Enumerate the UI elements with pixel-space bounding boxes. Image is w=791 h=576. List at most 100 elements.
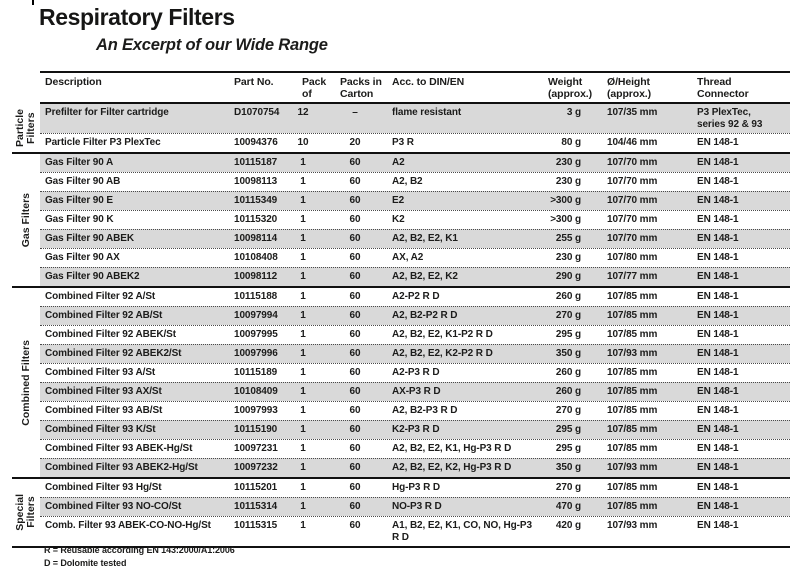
table-row: Gas Filter 90 AX 10108408 1 60 AX, A2 230 g 10… [40, 248, 790, 267]
cell-packs-in-carton: 60 [349, 252, 361, 263]
cell-weight: 270 g [555, 405, 581, 416]
cell-part-no: 10094376 [234, 137, 278, 148]
footnotes: R = Reusable according EN 143:2000/A1:20… [44, 544, 235, 570]
table-body: Particle Filters Prefilter for Filter car… [12, 104, 790, 548]
cell-pack-of: 1 [300, 252, 306, 263]
cell-thread-connector: EN 148-1 [697, 137, 739, 148]
cell-part-no: D1070754 [234, 107, 280, 118]
cell-din-en: A2, B2 [392, 176, 423, 187]
cell-thread-connector: EN 148-1 [697, 310, 739, 321]
cell-thread-connector: EN 148-1 [697, 462, 739, 473]
cell-diameter-height: 107/93 mm [607, 462, 658, 473]
table-row: Prefilter for Filter cartridge D1070754 12… [40, 104, 790, 133]
cell-packs-in-carton: 60 [349, 195, 361, 206]
cell-pack-of: 1 [300, 214, 306, 225]
cell-thread-connector: EN 148-1 [697, 176, 739, 187]
cell-din-en: K2 [392, 214, 405, 225]
cell-thread-connector: EN 148-1 [697, 367, 739, 378]
cell-diameter-height: 107/35 mm [607, 107, 658, 118]
cell-weight: 270 g [555, 310, 581, 321]
cell-diameter-height: 107/93 mm [607, 348, 658, 359]
cell-description: Combined Filter 93 Hg/St [45, 482, 162, 493]
cell-packs-in-carton: 60 [349, 501, 361, 512]
cell-pack-of: 1 [300, 443, 306, 454]
cell-din-en: flame resistant [392, 107, 462, 118]
cell-diameter-height: 107/70 mm [607, 214, 658, 225]
cell-weight: 295 g [555, 424, 581, 435]
cell-thread-connector: EN 148-1 [697, 291, 739, 302]
cell-part-no: 10097993 [234, 405, 278, 416]
section-rows: Prefilter for Filter cartridge D1070754 12… [40, 104, 790, 152]
footnote-dolomite: D = Dolomite tested [44, 558, 127, 568]
cell-description: Combined Filter 93 AX/St [45, 386, 162, 397]
cell-packs-in-carton: 60 [349, 443, 361, 454]
cell-din-en: A2, B2-P2 R D [392, 310, 458, 321]
cell-diameter-height: 107/70 mm [607, 233, 658, 244]
cell-din-en: A2, B2, E2, K1-P2 R D [392, 329, 493, 340]
cell-packs-in-carton: 60 [349, 233, 361, 244]
cell-diameter-height: 107/85 mm [607, 443, 658, 454]
table-row: Combined Filter 93 ABEK-Hg/St 10097231 1 60… [40, 439, 790, 458]
cell-pack-of: 10 [297, 137, 309, 148]
row-group-gutter: Gas Filters [12, 154, 40, 286]
cell-description: Combined Filter 92 ABEK2/St [45, 348, 182, 359]
cell-weight: 230 g [555, 157, 581, 168]
cell-weight: 255 g [555, 233, 581, 244]
cell-part-no: 10098114 [234, 233, 278, 244]
cell-thread-connector: EN 148-1 [697, 520, 739, 531]
cell-diameter-height: 107/85 mm [607, 310, 658, 321]
cell-diameter-height: 107/77 mm [607, 271, 658, 282]
column-header-din-en: Acc. to DIN/EN [392, 76, 465, 88]
footnote-reusable: R = Reusable according EN 143:2000/A1:20… [44, 545, 235, 555]
cell-din-en: A2, B2, E2, K2-P2 R D [392, 348, 493, 359]
cell-description: Gas Filter 90 A [45, 157, 114, 168]
cell-din-en: AX-P3 R D [392, 386, 441, 397]
filters-table: Description Part No. Pack of Packs in Carto… [12, 71, 790, 548]
cell-thread-connector: EN 148-1 [697, 348, 739, 359]
table-row: Particle Filter P3 PlexTec 10094376 10 20 P3… [40, 133, 790, 152]
cell-packs-in-carton: 60 [349, 348, 361, 359]
cell-packs-in-carton: 60 [349, 329, 361, 340]
cell-diameter-height: 107/85 mm [607, 501, 658, 512]
cell-pack-of: 1 [300, 520, 306, 531]
cell-thread-connector: EN 148-1 [697, 157, 739, 168]
cell-weight: 260 g [555, 291, 581, 302]
page-subtitle: An Excerpt of our Wide Range [96, 36, 328, 54]
cell-thread-connector: EN 148-1 [697, 405, 739, 416]
cell-weight: 420 g [555, 520, 581, 531]
cell-diameter-height: 107/70 mm [607, 195, 658, 206]
cell-weight: 470 g [555, 501, 581, 512]
cell-part-no: 10115314 [234, 501, 278, 512]
row-group-label: Particle Filters [14, 109, 37, 147]
cell-part-no: 10098112 [234, 271, 278, 282]
cell-part-no: 10097994 [234, 310, 278, 321]
cell-thread-connector: EN 148-1 [697, 443, 739, 454]
table-row: Combined Filter 93 A/St 10115189 1 60 A2-P3 … [40, 363, 790, 382]
column-header-diameter-height: Ø/Height (approx.) [607, 76, 652, 100]
table-row: Comb. Filter 93 ABEK-CO-NO-Hg/St 10115315… [40, 516, 790, 546]
cell-din-en: NO-P3 R D [392, 501, 442, 512]
cell-din-en: A2-P3 R D [392, 367, 440, 378]
cell-packs-in-carton: 60 [349, 176, 361, 187]
cell-weight: 295 g [555, 329, 581, 340]
cell-description: Combined Filter 93 NO-CO/St [45, 501, 182, 512]
cell-weight: 80 g [561, 137, 581, 148]
cell-packs-in-carton: 60 [349, 424, 361, 435]
table-row: Gas Filter 90 A 10115187 1 60 A2 230 g 107/70 … [40, 154, 790, 172]
column-header-description: Description [45, 76, 102, 88]
cell-description: Prefilter for Filter cartridge [45, 107, 169, 118]
cell-pack-of: 1 [300, 176, 306, 187]
cell-diameter-height: 104/46 mm [607, 137, 658, 148]
cell-description: Particle Filter P3 PlexTec [45, 137, 161, 148]
cell-diameter-height: 107/85 mm [607, 405, 658, 416]
cell-din-en: E2 [392, 195, 405, 206]
cell-weight: 350 g [555, 348, 581, 359]
cell-din-en: AX, A2 [392, 252, 424, 263]
cell-part-no: 10115188 [234, 291, 278, 302]
cell-weight: 290 g [555, 271, 581, 282]
column-header-weight: Weight (approx.) [548, 76, 593, 100]
cell-weight: 230 g [555, 176, 581, 187]
cell-diameter-height: 107/85 mm [607, 386, 658, 397]
cell-thread-connector: EN 148-1 [697, 233, 739, 244]
table-row: Combined Filter 93 NO-CO/St 10115314 1 60 NO… [40, 497, 790, 516]
